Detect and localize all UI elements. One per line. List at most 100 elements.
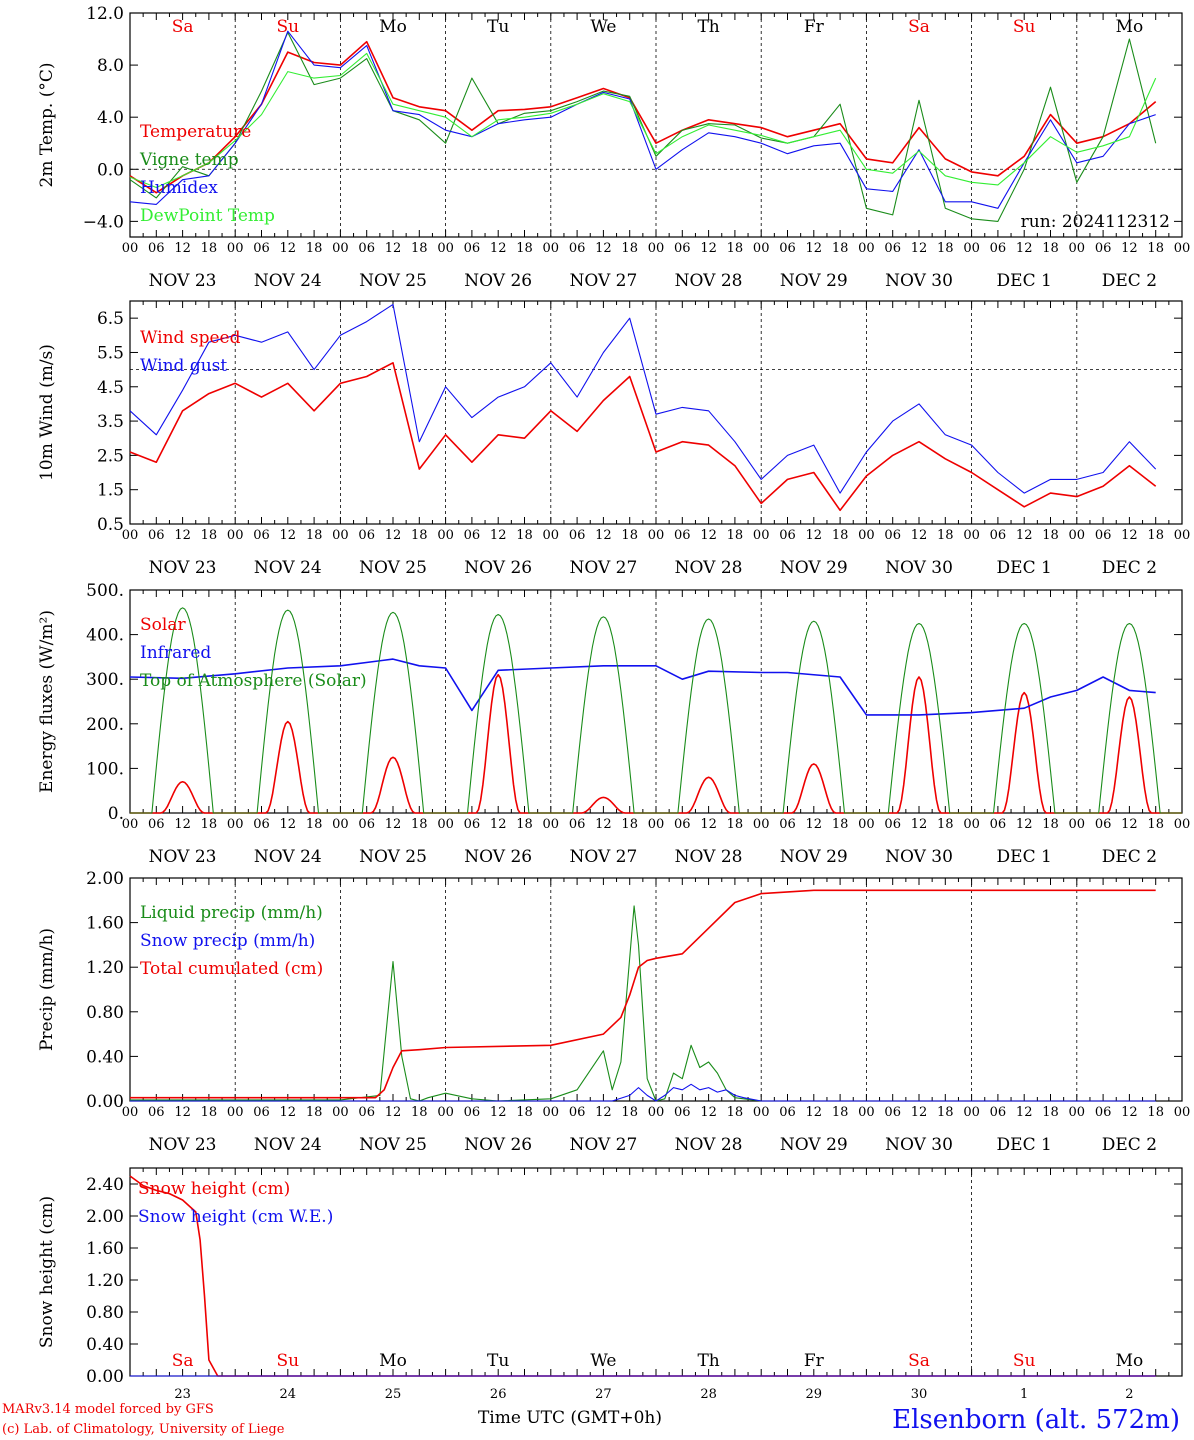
series-line-top-of-atmosphere-solar-	[130, 607, 1182, 814]
weekday-label: Th	[697, 17, 719, 37]
x-hour-label: 18	[201, 817, 218, 832]
x-day-label: NOV 30	[885, 1135, 953, 1155]
x-day-label: NOV 29	[780, 271, 848, 291]
x-day-label: NOV 27	[569, 558, 637, 578]
x-day-number: 29	[806, 1387, 823, 1402]
y-tick-label: 400.	[86, 626, 124, 646]
x-hour-label: 00	[543, 528, 560, 543]
footer-model: MARv3.14 model forced by GFS	[2, 1402, 214, 1417]
x-hour-label: 12	[806, 528, 823, 543]
x-hour-label: 12	[385, 1105, 402, 1120]
y-axis-label: Snow height (cm)	[37, 1196, 57, 1348]
x-hour-label: 06	[464, 528, 481, 543]
x-hour-label: 06	[148, 817, 165, 832]
x-day-label: NOV 29	[780, 1135, 848, 1155]
series-line-snow-precip-mm-h-	[130, 1083, 1156, 1102]
x-hour-label: 00	[122, 1105, 139, 1120]
weekday-label: Mo	[379, 17, 407, 37]
station-label: Elsenborn (alt. 572m)	[892, 1405, 1180, 1435]
x-hour-label: 18	[621, 1105, 638, 1120]
x-hour-label: 06	[779, 1105, 796, 1120]
x-hour-label: 06	[358, 528, 375, 543]
x-hour-label: 06	[464, 817, 481, 832]
legend-entry: Temperature	[140, 122, 251, 142]
x-day-label: NOV 27	[569, 271, 637, 291]
x-day-label: NOV 24	[254, 847, 322, 867]
x-hour-label: 00	[437, 528, 454, 543]
x-hour-label: 12	[911, 817, 928, 832]
x-hour-label: 18	[516, 1105, 533, 1120]
x-day-label: NOV 28	[675, 1135, 743, 1155]
x-hour-label: 06	[779, 241, 796, 256]
weekday-label: We	[590, 1351, 616, 1371]
weekday-label: We	[590, 17, 616, 37]
x-hour-label: 12	[1016, 817, 1033, 832]
x-hour-label: 00	[332, 241, 349, 256]
y-tick-label: 0.0	[97, 160, 124, 180]
x-hour-label: 12	[174, 1105, 191, 1120]
footer: MARv3.14 model forced by GFS (c) Lab. of …	[2, 1402, 1180, 1437]
x-day-label: NOV 30	[885, 847, 953, 867]
y-tick-label: 4.5	[97, 378, 124, 398]
legend-entry: DewPoint Temp	[140, 206, 275, 226]
x-hour-label: 12	[385, 817, 402, 832]
series-line-infrared	[129, 658, 1156, 716]
x-hour-label: 00	[858, 528, 875, 543]
series-line-liquid-precip-mm-h-	[130, 905, 1156, 1102]
x-hour-label: 06	[253, 241, 270, 256]
x-hour-label: 00	[753, 528, 770, 543]
weekday-label: Sa	[172, 17, 194, 37]
x-day-label: NOV 25	[359, 847, 427, 867]
x-hour-label: 06	[884, 1105, 901, 1120]
x-hour-label: 18	[727, 241, 744, 256]
weekday-label: Sa	[172, 1351, 194, 1371]
x-hour-label: 18	[411, 817, 428, 832]
x-hour-label: 06	[779, 528, 796, 543]
x-hour-label: 18	[937, 528, 954, 543]
x-hour-label: 06	[464, 1105, 481, 1120]
x-hour-label: 18	[1147, 528, 1164, 543]
y-tick-label: 0.80	[86, 1003, 124, 1023]
x-hour-label: 06	[884, 528, 901, 543]
x-hour-label: 12	[490, 241, 507, 256]
y-tick-label: 1.60	[86, 1239, 124, 1259]
legend-entry: Vigne temp	[139, 150, 239, 170]
x-hour-label: 12	[490, 528, 507, 543]
x-day-label: DEC 1	[997, 271, 1052, 291]
legend-entry: Total cumulated (cm)	[140, 959, 323, 979]
x-day-label: NOV 23	[149, 847, 217, 867]
x-day-label: NOV 28	[675, 271, 743, 291]
weekday-label: Mo	[379, 1351, 407, 1371]
y-tick-label: 0.40	[86, 1047, 124, 1067]
x-hour-label: 18	[516, 241, 533, 256]
x-day-number: 2	[1125, 1387, 1133, 1402]
x-day-label: DEC 1	[997, 847, 1052, 867]
x-hour-label: 18	[621, 528, 638, 543]
weekday-label: Th	[697, 1351, 719, 1371]
x-hour-label: 12	[280, 1105, 297, 1120]
x-hour-label: 00	[963, 1105, 980, 1120]
x-hour-label: 00	[753, 1105, 770, 1120]
x-hour-label: 18	[201, 1105, 218, 1120]
x-day-label: NOV 24	[254, 558, 322, 578]
chart-panel-3: 0. 100. 200. 300. 400. 500. Energy fluxes (W/m…	[37, 581, 1190, 867]
x-hour-label: 18	[411, 528, 428, 543]
x-day-number: 30	[911, 1387, 928, 1402]
y-axis-label: Precip (mm/h)	[37, 928, 57, 1051]
x-hour-label: 00	[122, 528, 139, 543]
x-day-label: NOV 29	[780, 847, 848, 867]
x-hour-label: 00	[648, 528, 665, 543]
chart-panel-5: 0.00 0.40 0.80 1.20 1.60 2.00 2.40 Snow height …	[37, 1167, 1183, 1402]
legend-entry: Humidex	[140, 178, 218, 198]
x-hour-label: 12	[595, 1105, 612, 1120]
x-hour-label: 12	[700, 528, 717, 543]
plot-frame	[129, 12, 1183, 238]
x-day-label: DEC 2	[1102, 271, 1157, 291]
x-hour-label: 06	[779, 817, 796, 832]
legend-entry: Snow height (cm)	[138, 1179, 290, 1199]
x-hour-label: 06	[569, 817, 586, 832]
x-hour-label: 00	[1069, 528, 1086, 543]
run-label: run: 2024112312	[1021, 212, 1170, 232]
y-tick-label: −4.0	[83, 212, 124, 232]
x-hour-label: 00	[1174, 241, 1191, 256]
